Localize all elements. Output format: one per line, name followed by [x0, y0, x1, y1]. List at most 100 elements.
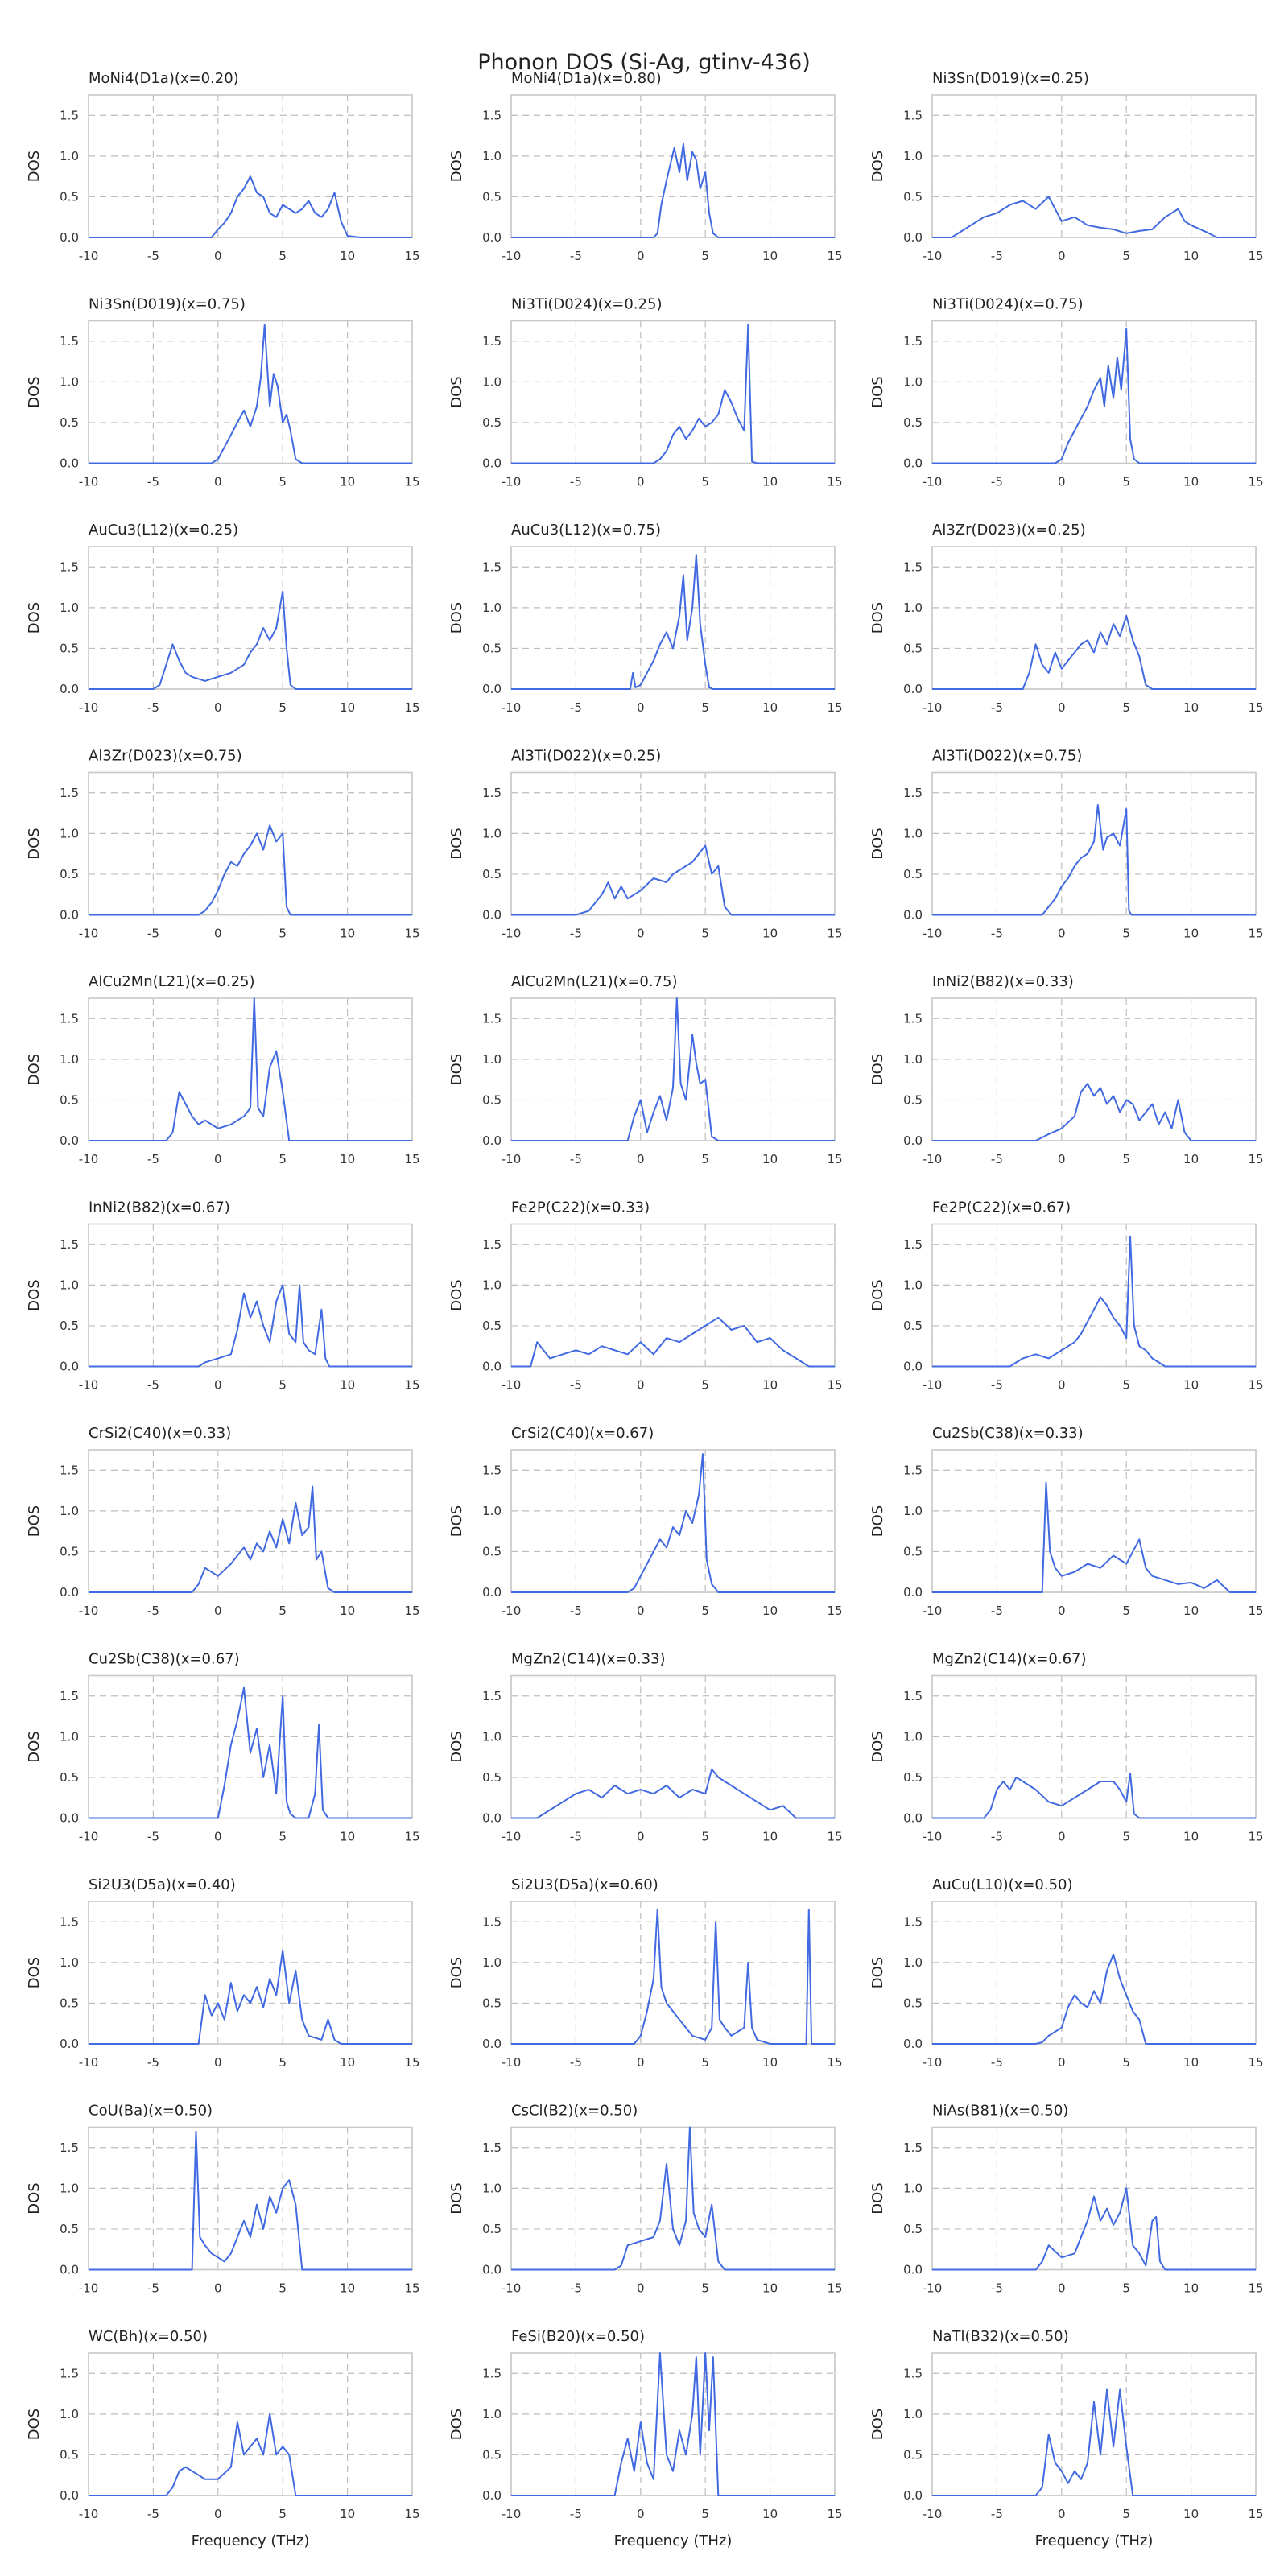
x-tick-label: 5: [1122, 927, 1130, 941]
x-tick-label: 10: [1183, 1378, 1199, 1393]
panel-8: Al3Zr(D023)(x=0.25) -10 -5 0 5 10 15 0.0 0.5 1.0 1…: [869, 522, 1264, 715]
y-tick-label: 0.5: [482, 641, 502, 655]
dos-series-line: [932, 804, 1256, 916]
panel-title: Fe2P(C22)(x=0.67): [932, 1199, 1071, 1216]
y-tick-label: 1.5: [482, 786, 502, 800]
x-tick-label: -5: [570, 2507, 582, 2521]
x-tick-label: 5: [701, 2507, 709, 2521]
plot-frame: [931, 1449, 1257, 1593]
x-tick-label: -5: [570, 1152, 582, 1166]
x-tick-label: 15: [404, 1604, 419, 1618]
panel-title: MgZn2(C14)(x=0.67): [932, 1651, 1087, 1668]
x-tick-label: -5: [147, 700, 159, 715]
panel-7: AuCu3(L12)(x=0.75) -10 -5 0 5 10 15 0.0 0.5 1.0 1.…: [448, 522, 843, 715]
x-tick-label: -5: [991, 1830, 1003, 1844]
x-tick-label: 0: [214, 249, 222, 263]
y-axis-label: DOS: [448, 1731, 465, 1762]
dos-series-line: [511, 142, 835, 238]
x-tick-label: 15: [1248, 475, 1263, 489]
x-tick-label: 5: [1122, 2055, 1130, 2070]
panel-title: Al3Zr(D023)(x=0.25): [932, 522, 1086, 539]
x-tick-label: 15: [1248, 2281, 1263, 2296]
y-tick-label: 0.5: [903, 1092, 923, 1107]
x-tick-label: -10: [502, 475, 522, 489]
y-tick-label: 0.5: [903, 1770, 923, 1785]
panel-title: AuCu3(L12)(x=0.25): [89, 522, 238, 539]
y-tick-label: 1.5: [903, 786, 923, 800]
y-axis-label: DOS: [26, 376, 43, 407]
y-tick-label: 1.5: [482, 1689, 502, 1703]
x-tick-label: 5: [701, 700, 709, 715]
x-tick-label: 15: [404, 249, 419, 263]
y-axis-label: DOS: [869, 2409, 886, 2440]
panel-15: InNi2(B82)(x=0.67) -10 -5 0 5 10 15 0.0 0.5 1.0 1.…: [26, 1199, 420, 1393]
y-tick-label: 0.5: [482, 1092, 502, 1107]
x-tick-label: 15: [404, 475, 419, 489]
x-tick-label: 0: [214, 927, 222, 941]
dos-series-line: [89, 590, 412, 690]
plot-frame: [88, 320, 413, 464]
x-tick-label: 5: [701, 2055, 709, 2070]
y-tick-label: 1.0: [482, 2181, 502, 2195]
x-tick-label: -10: [79, 475, 99, 489]
x-tick-label: -5: [570, 700, 582, 715]
y-tick-label: 1.0: [482, 1729, 502, 1744]
x-tick-label: 0: [637, 1830, 645, 1844]
plot-frame: [510, 546, 836, 690]
x-tick-label: -5: [147, 927, 159, 941]
y-tick-label: 1.0: [60, 1052, 79, 1067]
x-tick-label: 5: [1122, 1604, 1130, 1618]
y-tick-label: 0.5: [482, 1770, 502, 1785]
x-tick-label: 0: [1058, 2507, 1066, 2521]
panel-9: Al3Zr(D023)(x=0.75) -10 -5 0 5 10 15 0.0 0.5 1.0 1…: [26, 748, 420, 941]
x-tick-label: 0: [637, 700, 645, 715]
y-tick-label: 0.5: [482, 415, 502, 430]
panel-20: Cu2Sb(C38)(x=0.33) -10 -5 0 5 10 15 0.0 0.5 1.0 1.…: [869, 1425, 1264, 1618]
panel-0: MoNi4(D1a)(x=0.20) -10 -5 0 5 10 15 0.0 0.5 1.0 1.…: [26, 70, 420, 263]
x-tick-label: 10: [762, 2507, 778, 2521]
panel-title: CoU(Ba)(x=0.50): [89, 2103, 213, 2120]
plot-frame: [88, 1674, 413, 1819]
y-tick-label: 0.0: [482, 1585, 502, 1600]
x-tick-label: 10: [340, 475, 355, 489]
dos-series-line: [89, 324, 412, 464]
plot-frame: [931, 320, 1257, 464]
y-axis-label: DOS: [869, 2182, 886, 2214]
y-tick-label: 0.5: [60, 2222, 79, 2236]
plot-frame: [88, 546, 413, 690]
x-tick-label: -10: [502, 2281, 522, 2296]
panel-title: CrSi2(C40)(x=0.67): [511, 1425, 654, 1442]
panel-29: NiAs(B81)(x=0.50) -10 -5 0 5 10 15 0.0 0.5 1.0 1.5…: [869, 2103, 1264, 2296]
x-tick-label: -5: [147, 1830, 159, 1844]
y-tick-label: 1.0: [903, 601, 923, 615]
panel-title: MoNi4(D1a)(x=0.80): [511, 70, 662, 87]
plot-frame: [510, 1223, 836, 1368]
dos-series-line: [89, 824, 412, 916]
y-tick-label: 1.5: [903, 2140, 923, 2155]
panel-title: FeSi(B20)(x=0.50): [511, 2328, 645, 2345]
y-tick-label: 0.0: [482, 2037, 502, 2051]
x-tick-label: 0: [1058, 1152, 1066, 1166]
y-tick-label: 1.0: [903, 1504, 923, 1518]
x-tick-label: -5: [570, 1830, 582, 1844]
dos-series-line: [932, 1083, 1256, 1141]
x-tick-label: 15: [404, 1152, 419, 1166]
x-tick-label: 15: [404, 927, 419, 941]
y-tick-label: 0.0: [482, 682, 502, 696]
x-tick-label: 10: [1183, 1152, 1199, 1166]
y-tick-label: 0.0: [482, 1360, 502, 1374]
y-tick-label: 1.5: [903, 1011, 923, 1026]
x-tick-label: 10: [340, 1152, 355, 1166]
x-tick-label: 15: [827, 475, 842, 489]
x-tick-label: -10: [502, 1830, 522, 1844]
panel-title: InNi2(B82)(x=0.33): [932, 973, 1074, 990]
x-tick-label: -10: [79, 1378, 99, 1393]
panel-title: Ni3Sn(D019)(x=0.75): [89, 296, 246, 313]
y-tick-label: 0.5: [903, 1544, 923, 1558]
x-tick-label: 0: [1058, 475, 1066, 489]
y-tick-label: 0.0: [60, 2037, 79, 2051]
x-tick-label: 15: [1248, 2055, 1263, 2070]
dos-series-line: [511, 1316, 835, 1368]
x-tick-label: 5: [279, 249, 287, 263]
x-tick-label: 15: [1248, 249, 1263, 263]
